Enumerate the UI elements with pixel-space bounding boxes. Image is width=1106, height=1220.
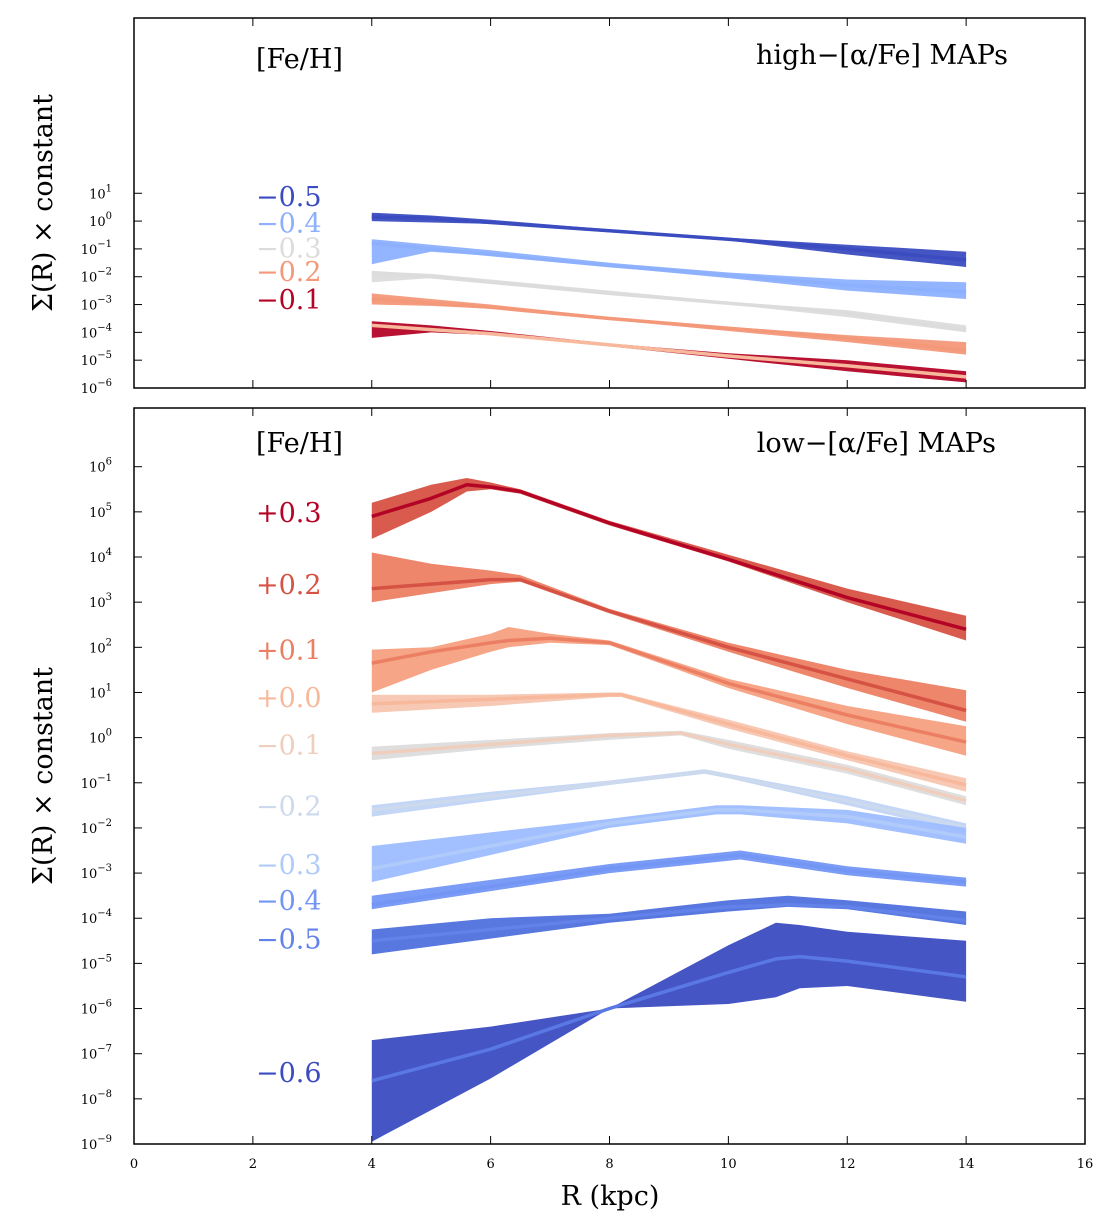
low-alpha-median-line-7 [371, 853, 967, 907]
high-alpha-feh-labels: −0.5−0.4−0.3−0.2−0.1 [256, 182, 322, 316]
low-alpha-ytick-label-4: 102 [89, 637, 112, 656]
low-alpha-feh-labels: +0.3 +0.2 +0.1 +0.0 −0.1 −0.2 −0.3 −0.4 −0.5 −0.6 [256, 498, 322, 1089]
high-alpha-bands [371, 212, 967, 383]
low-alpha-ytick-label-3: 103 [89, 592, 112, 611]
low-alpha-median-line-0 [371, 483, 967, 631]
high-alpha-median-line-0 [371, 215, 967, 262]
x-axis-label: R (kpc) [561, 1181, 660, 1212]
low-alpha-median-line-8 [371, 902, 967, 943]
high-alpha-feh-label-1: −0.4 [256, 208, 322, 239]
low-alpha-xtick-label-3: 6 [486, 1157, 494, 1172]
low-alpha-feh-label-5: −0.2 [256, 791, 322, 822]
low-alpha-ytick-label-14: 10−8 [81, 1089, 112, 1108]
low-alpha-feh-label-2: +0.1 [256, 636, 322, 667]
high-alpha-y-axis-label: Σ(R) × constant [28, 94, 59, 312]
low-alpha-ytick-label-9: 10−3 [81, 863, 112, 882]
low-alpha-bands [371, 478, 967, 1142]
high-alpha-feh-label-3: −0.2 [256, 257, 322, 288]
low-alpha-legend-title: [Fe/H] [256, 428, 343, 459]
low-alpha-xtick-label-6: 12 [839, 1157, 856, 1172]
low-alpha-xtick-label-8: 16 [1077, 1157, 1094, 1172]
high-alpha-ytick-label-6: 10−5 [81, 350, 112, 369]
low-alpha-y-ticks: 106 105 104 103 102 101 100 10−1 10−2 10−3 10−4 10−… [81, 457, 1085, 1153]
low-alpha-feh-label-3: +0.0 [256, 683, 322, 714]
low-alpha-ytick-label-13: 10−7 [81, 1044, 112, 1063]
high-alpha-ytick-label-1: 100 [89, 211, 112, 230]
high-alpha-median-line-4 [371, 323, 967, 379]
high-alpha-median-line-1 [371, 241, 967, 294]
high-alpha-ytick-label-5: 10−4 [81, 322, 112, 341]
high-alpha-ytick-label-3: 10−2 [81, 267, 112, 286]
low-alpha-median-line-9 [371, 954, 967, 1083]
low-alpha-ytick-label-8: 10−2 [81, 818, 112, 837]
low-alpha-feh-label-1: +0.2 [256, 570, 322, 601]
low-alpha-ytick-label-5: 101 [89, 682, 112, 701]
low-alpha-xtick-label-5: 10 [720, 1157, 737, 1172]
high-alpha-median-line-3 [371, 297, 967, 353]
high-alpha-panel-title: high−[α/Fe] MAPs [756, 40, 1008, 71]
low-alpha-xtick-label-0: 0 [130, 1157, 138, 1172]
high-alpha-y-ticks: 101 100 10−1 10−2 10−3 10−4 10−5 10−6 [81, 183, 1085, 397]
low-alpha-median-line-4 [371, 731, 967, 803]
low-alpha-ytick-label-2: 104 [89, 547, 112, 566]
low-alpha-feh-label-9: −0.6 [256, 1058, 322, 1089]
low-alpha-band-0 [371, 478, 967, 641]
high-alpha-ytick-label-7: 10−6 [81, 378, 112, 397]
low-alpha-ytick-label-10: 10−4 [81, 908, 112, 927]
low-alpha-y-axis-label: Σ(R) × constant [28, 667, 59, 885]
low-alpha-ytick-label-12: 10−6 [81, 999, 112, 1018]
high-alpha-ytick-label-0: 101 [89, 183, 112, 202]
low-alpha-xtick-label-1: 2 [249, 1157, 257, 1172]
low-alpha-band-1 [371, 552, 967, 722]
high-alpha-ytick-label-2: 10−1 [81, 239, 112, 258]
low-alpha-feh-label-7: −0.4 [256, 886, 322, 917]
low-alpha-feh-label-0: +0.3 [256, 498, 322, 529]
low-alpha-xtick-label-7: 14 [958, 1157, 975, 1172]
low-alpha-ytick-label-0: 106 [89, 457, 112, 476]
low-alpha-ytick-label-1: 105 [89, 502, 112, 521]
high-alpha-feh-label-0: −0.5 [256, 182, 322, 213]
low-alpha-feh-label-6: −0.3 [256, 850, 322, 881]
low-alpha-x-ticks: 0 2 4 6 8 10 12 14 16 [130, 408, 1093, 1172]
low-alpha-median-line-5 [371, 769, 967, 830]
low-alpha-ytick-label-6: 100 [89, 728, 112, 747]
high-alpha-feh-label-2: −0.3 [256, 234, 322, 265]
low-alpha-median-line-1 [371, 577, 967, 713]
low-alpha-ytick-label-15: 10−9 [81, 1134, 112, 1153]
low-alpha-median-line-2 [371, 636, 967, 744]
high-alpha-x-ticks [133, 18, 1086, 388]
low-alpha-band-6 [371, 805, 967, 883]
high-alpha-median-line-2 [371, 270, 967, 332]
low-alpha-band-8 [371, 895, 967, 955]
low-alpha-feh-label-4: −0.1 [256, 730, 322, 761]
low-alpha-panel: 10610510410310210110010−110−210−310−410−… [28, 407, 1093, 1172]
high-alpha-legend-title: [Fe/H] [256, 44, 343, 75]
low-alpha-median-line-3 [371, 692, 967, 787]
low-alpha-ytick-label-11: 10−5 [81, 953, 112, 972]
high-alpha-ytick-label-4: 10−3 [81, 295, 112, 314]
high-alpha-feh-label-4: −0.1 [256, 285, 322, 316]
low-alpha-ytick-label-7: 10−1 [81, 773, 112, 792]
low-alpha-feh-label-8: −0.5 [256, 925, 322, 956]
low-alpha-xtick-label-2: 4 [368, 1157, 376, 1172]
low-alpha-xtick-label-4: 8 [605, 1157, 613, 1172]
low-alpha-panel-title: low−[α/Fe] MAPs [757, 428, 996, 459]
low-alpha-median-line-6 [371, 808, 967, 871]
low-alpha-band-9 [371, 922, 967, 1142]
high-alpha-panel: 101 100 10−1 10−2 10−3 10−4 10−5 10−6 [Fe/H] hi… [28, 17, 1086, 397]
